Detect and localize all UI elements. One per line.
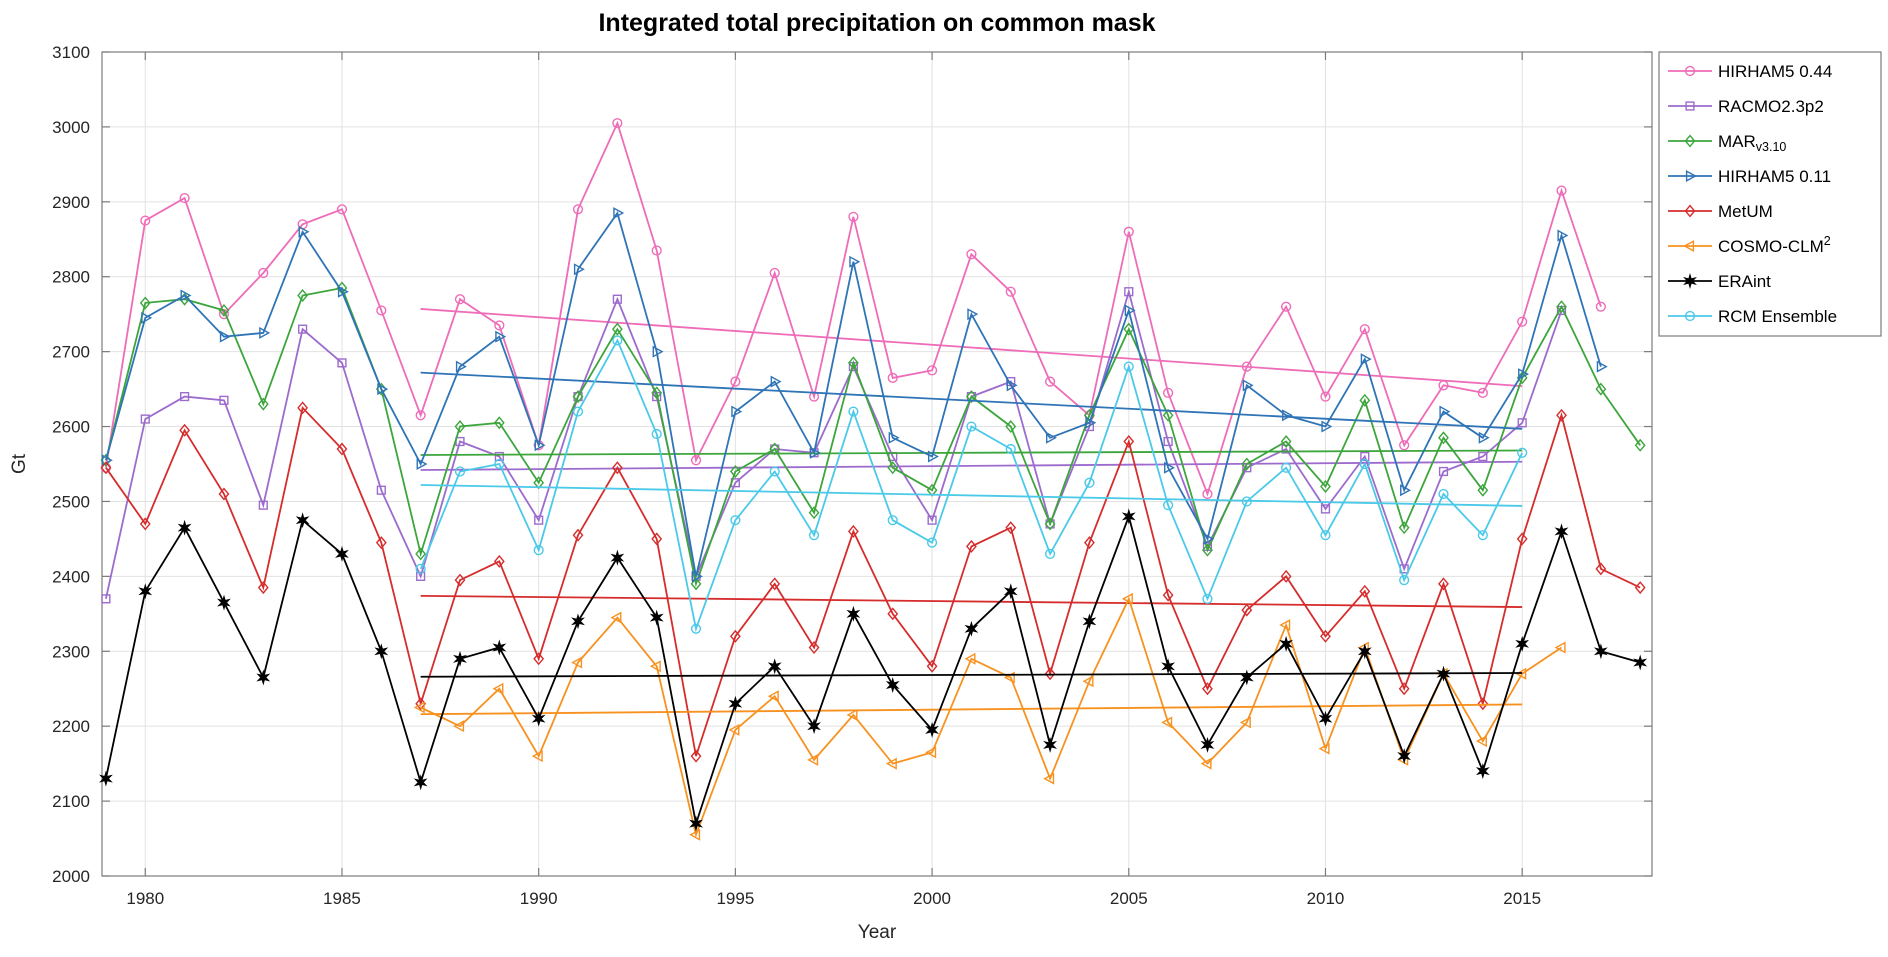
legend-item-metum: MetUM — [1668, 202, 1773, 221]
axes-box — [101, 51, 1653, 877]
legend-box — [1658, 51, 1882, 337]
legend: HIRHAM5 0.44 RACMO2.3p2 MARv3.10 HIRHAM5 0.… — [1658, 51, 1882, 337]
series-trend-line — [420, 308, 1523, 387]
legend-label: RCM Ensemble — [1718, 307, 1837, 326]
series-trend-line — [420, 484, 1523, 507]
series-markers — [100, 118, 1606, 500]
x-tick-label: 1985 — [323, 889, 361, 908]
y-tick-label: 2600 — [52, 418, 90, 437]
x-tick-label: 2010 — [1307, 889, 1345, 908]
legend-item-eraint: ERAint — [1668, 272, 1771, 291]
y-tick-label: 2800 — [52, 268, 90, 287]
y-tick-label: 2200 — [52, 717, 90, 736]
x-tick-label: 2000 — [913, 889, 951, 908]
series-racmo2-3p2 — [101, 287, 1567, 604]
series-line — [105, 513, 1641, 828]
square-marker-icon — [1685, 101, 1695, 111]
series-trend-line — [420, 703, 1523, 716]
series-line — [105, 211, 1602, 577]
legend-item-cosmo-clm2: COSMO-CLM2 — [1668, 234, 1831, 256]
series-line — [105, 405, 1641, 757]
legend-label: HIRHAM5 0.44 — [1718, 62, 1832, 81]
legend-item-rcm-ensemble: RCM Ensemble — [1668, 307, 1837, 326]
legend-item-hirham5-0-44: HIRHAM5 0.44 — [1668, 62, 1832, 81]
series-markers — [99, 508, 1648, 832]
plot-area: 1980 1985 1990 1995 2000 2005 2010 2015 2000 2100… — [52, 43, 1653, 908]
diamond-marker-icon — [1684, 134, 1696, 148]
series-line — [419, 338, 1524, 633]
series-hirham5-0-44 — [100, 118, 1606, 500]
series-cosmo-clm2 — [413, 592, 1566, 841]
x-tick-label: 1990 — [520, 889, 558, 908]
y-tick-label: 2900 — [52, 193, 90, 212]
y-tick-label: 2300 — [52, 642, 90, 661]
legend-item-hirham5-0-11: HIRHAM5 0.11 — [1668, 167, 1831, 186]
legend-label: RACMO2.3p2 — [1718, 97, 1824, 116]
x-tick-label: 2015 — [1503, 889, 1541, 908]
legend-label: MARv3.10 — [1718, 132, 1786, 154]
x-axis-label: Year — [858, 922, 897, 943]
circle-marker-icon — [1684, 65, 1696, 77]
series-trend-line — [420, 594, 1523, 608]
series-trend-line — [420, 371, 1523, 430]
series-markers — [415, 335, 1528, 634]
series-eraint — [99, 508, 1648, 832]
diamond-marker-icon — [1684, 204, 1696, 218]
chart-title: Integrated total precipitation on common… — [598, 9, 1155, 37]
series-markers — [100, 281, 1646, 591]
legend-item-racmo2-3p2: RACMO2.3p2 — [1668, 97, 1824, 116]
series-hirham5-0-11 — [101, 207, 1608, 583]
series-line — [105, 288, 1563, 599]
series-line — [105, 120, 1602, 497]
series-mar-v3-10 — [100, 281, 1646, 591]
x-tick-label: 1995 — [716, 889, 754, 908]
series-markers — [101, 207, 1608, 583]
x-tick-label: 2005 — [1110, 889, 1148, 908]
hexagram-marker-icon — [1683, 273, 1697, 289]
series-markers — [101, 287, 1567, 604]
series-trend-line — [420, 460, 1523, 471]
y-tick-label: 2500 — [52, 492, 90, 511]
series-trend-line — [420, 672, 1523, 678]
triangle-left-marker-icon — [1683, 240, 1695, 252]
y-tick-label: 2700 — [52, 343, 90, 362]
legend-item-mar-v3-10: MARv3.10 — [1668, 132, 1786, 154]
series-markers — [100, 401, 1646, 763]
legend-label: COSMO-CLM2 — [1718, 234, 1831, 256]
y-axis-label: Gt — [9, 453, 30, 474]
legend-label: HIRHAM5 0.11 — [1718, 167, 1831, 186]
tick-labels: 1980 1985 1990 1995 2000 2005 2010 2015 2000 2100… — [52, 43, 1541, 908]
y-tick-label: 3000 — [52, 118, 90, 137]
grid-lines — [102, 51, 1652, 877]
y-tick-label: 3100 — [52, 43, 90, 62]
series-rcm-ensemble — [415, 335, 1528, 634]
circle-marker-icon — [1684, 310, 1696, 322]
y-tick-label: 2400 — [52, 567, 90, 586]
series-markers — [413, 592, 1566, 841]
series-metum — [100, 401, 1646, 763]
y-tick-label: 2000 — [52, 867, 90, 886]
legend-label: MetUM — [1718, 202, 1773, 221]
series-trend-line — [420, 449, 1523, 456]
legend-label: ERAint — [1718, 272, 1771, 291]
triangle-right-marker-icon — [1685, 170, 1697, 182]
x-tick-label: 1980 — [126, 889, 164, 908]
y-tick-label: 2100 — [52, 792, 90, 811]
